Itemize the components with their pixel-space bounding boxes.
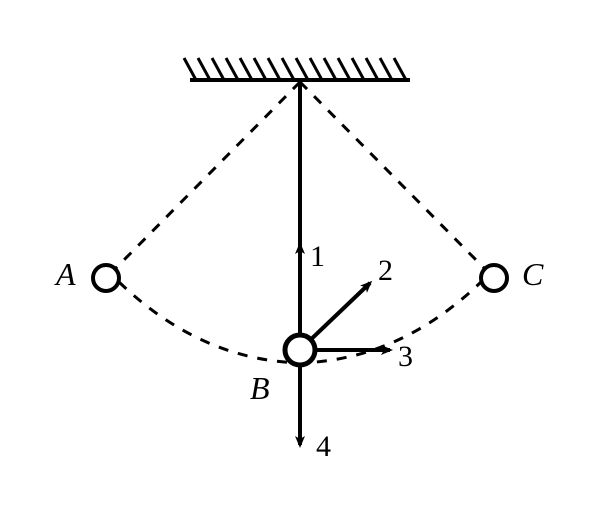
label-c: C [522,256,543,293]
label-1: 1 [310,240,325,274]
string-to-c [300,82,484,268]
bob-a [93,265,119,291]
label-3: 3 [398,340,413,374]
vector-2 [304,283,370,346]
label-a: A [56,256,76,293]
label-2: 2 [378,254,393,288]
label-4: 4 [316,430,331,464]
ceiling-hatching [184,58,406,80]
bob-b [285,335,315,365]
string-to-a [116,82,300,268]
pendulum-diagram: A B C 1 2 3 4 [0,0,596,526]
bob-c [481,265,507,291]
diagram-svg [0,0,596,526]
label-b: B [250,370,270,407]
